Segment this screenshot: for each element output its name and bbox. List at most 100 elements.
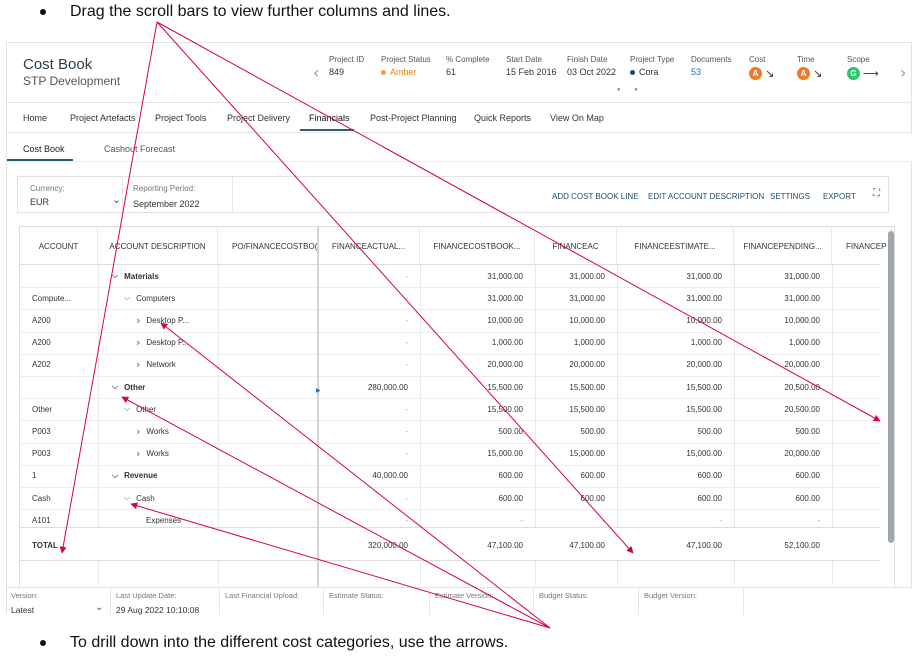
pager-dots[interactable]: ● ●	[617, 87, 644, 93]
table-row: ⌵ Other 280,000.00 15,500.00 15,500.00 15,500…	[20, 376, 880, 398]
currency-select[interactable]: EUR	[30, 197, 50, 207]
column-header[interactable]: FINANCEESTIMATE...	[617, 227, 734, 265]
value-cell-actual: -	[405, 293, 408, 303]
tab-project-tools[interactable]: Project Tools	[155, 113, 207, 123]
chevron-down-icon[interactable]: ⌵	[112, 470, 119, 480]
total-row: TOTAL 320,000.00 47,100.00 47,100.00 47,100.…	[20, 527, 880, 561]
currency-label: Currency:	[30, 184, 65, 193]
chevron-right-icon[interactable]: ›	[136, 313, 141, 327]
chevron-down-icon[interactable]: ⌵	[124, 404, 131, 414]
instruction-note-scroll: Drag the scroll bars to view further col…	[40, 3, 451, 21]
footer-label: Estimate Status:	[329, 591, 384, 600]
chevron-down-icon[interactable]: ⌵	[124, 493, 131, 502]
account-cell: P003	[32, 449, 51, 459]
total-estimate: 47,100.00	[686, 540, 722, 550]
chevron-down-icon[interactable]: ⌵	[124, 293, 131, 303]
table-row: Other ⌵ Other - 15,500.00 15,500.00 15,500.00 2…	[20, 398, 880, 420]
meta-label: Project ID	[329, 55, 365, 64]
add-cost-book-line-button[interactable]: ADD COST BOOK LINE	[552, 192, 639, 201]
value-cell-estimate: 600.00	[697, 471, 722, 481]
settings-button[interactable]: SETTINGS	[770, 192, 811, 201]
column-header[interactable]: FINANCECOSTBOOK...	[420, 227, 535, 265]
value-cell-estimate: 31,000.00	[686, 271, 722, 281]
down-right-arrow-icon: ↘	[765, 67, 775, 80]
footer-version[interactable]: Version: Latest	[11, 591, 38, 615]
tab-home[interactable]: Home	[23, 113, 48, 123]
value-cell-pending: 31,000.00	[784, 271, 820, 281]
cost-book-panel: Currency: EUR ⌄ Reporting Period: Septem…	[17, 176, 897, 614]
meta-value: A ↘	[749, 67, 774, 80]
meta-value: 03 Oct 2022	[567, 67, 616, 77]
meta-text: 03 Oct 2022	[567, 67, 617, 77]
chevron-down-icon[interactable]: ⌵	[112, 271, 119, 280]
edit-account-description-button[interactable]: EDIT ACCOUNT DESCRIPTION	[648, 192, 765, 201]
tab-project-delivery[interactable]: Project Delivery	[227, 113, 291, 123]
account-cell	[32, 376, 96, 398]
value-cell-estimate: 15,500.00	[686, 404, 722, 414]
tab-project-artefacts[interactable]: Project Artefacts	[70, 113, 136, 123]
chevron-right-icon[interactable]: ›	[900, 63, 907, 82]
instruction-note-arrows: To drill down into the different cost ca…	[40, 634, 508, 652]
account-cell: A200	[32, 315, 51, 325]
value-cell-actual: -	[405, 449, 408, 459]
value-cell-costbook: 15,500.00	[487, 382, 523, 392]
value-cell-estimate: 20,000.00	[686, 360, 722, 370]
cost-book-app: Cost Book STP Development ‹ Project ID 84…	[6, 42, 912, 615]
meta-text: 53	[691, 67, 702, 77]
divider	[323, 588, 324, 615]
column-header[interactable]: FINANCEP	[832, 227, 892, 265]
value-cell-costbook: 500.00	[498, 426, 523, 436]
tab-view-on-map[interactable]: View On Map	[550, 113, 604, 123]
tab-quick-reports[interactable]: Quick Reports	[474, 113, 532, 123]
active-tab-indicator	[300, 129, 354, 131]
chevron-down-icon[interactable]: ⌵	[112, 382, 119, 391]
vertical-scrollbar[interactable]	[888, 231, 894, 543]
status-dot-icon	[630, 69, 635, 75]
tab-post-project-planning[interactable]: Post-Project Planning	[370, 113, 457, 123]
tab-financials[interactable]: Financials	[309, 113, 350, 123]
chevron-right-icon[interactable]: ›	[136, 447, 141, 461]
value-cell-actual: -	[405, 271, 408, 281]
table-row: Compute... ⌵ Computers - 31,000.00 31,000.00 3…	[20, 287, 880, 309]
description-text: Expenses	[146, 515, 182, 525]
footer-value[interactable]: Latest	[11, 605, 35, 615]
expand-icon[interactable]: ⛶	[873, 188, 880, 199]
account-cell: Cash	[32, 493, 51, 503]
export-button[interactable]: EXPORT	[823, 192, 856, 201]
meta-value: G ⟶	[847, 67, 879, 80]
meta-value: 849	[329, 67, 364, 77]
reporting-period-label: Reporting Period:	[133, 184, 196, 193]
table-row: ⌵ Materials - 31,000.00 31,000.00 31,000.00 31…	[20, 265, 880, 287]
meta-label: Time	[797, 55, 815, 64]
chevron-down-icon[interactable]: ⌄	[112, 193, 122, 206]
footer-last-update-date: Last Update Date: 29 Aug 2022 10:10:08	[116, 591, 199, 615]
column-header[interactable]: PO/FINANCECOSTBO(	[218, 227, 318, 265]
value-cell-pending: 600.00	[795, 471, 820, 481]
value-cell-pending: 10,000.00	[784, 315, 820, 325]
value-cell-estimate: 600.00	[697, 493, 722, 503]
value-cell-estimate: -	[719, 515, 722, 525]
value-cell-costbook: 31,000.00	[487, 271, 523, 281]
pinned-columns-divider[interactable]	[317, 227, 319, 613]
chevron-right-icon[interactable]: ›	[136, 336, 141, 350]
description-text: Revenue	[124, 471, 158, 481]
subtab-cost-book[interactable]: Cost Book	[23, 144, 65, 154]
subtab-cashout-forecast[interactable]: Cashout Forecast	[104, 144, 176, 154]
meta-value[interactable]: 53	[691, 67, 731, 77]
reporting-period-value[interactable]: September 2022	[133, 199, 200, 209]
chevron-right-icon[interactable]: ›	[136, 424, 141, 438]
account-description-cell: › Network	[136, 354, 216, 376]
column-header[interactable]: ACCOUNT	[20, 227, 98, 265]
column-header[interactable]: FINANCEACTUAL...	[318, 227, 420, 265]
column-resize-handle-icon[interactable]: ▶	[316, 387, 321, 394]
chevron-down-icon[interactable]: ⌄	[95, 602, 104, 613]
chevron-left-icon[interactable]: ‹	[313, 63, 320, 82]
down-right-arrow-icon: ↘	[813, 67, 823, 80]
divider	[429, 588, 430, 615]
column-header[interactable]: FINANCEPENDING...	[734, 227, 832, 265]
description-text: Works	[146, 426, 169, 436]
column-header[interactable]: ACCOUNT DESCRIPTION	[98, 227, 218, 265]
column-header[interactable]: FINANCEAC	[535, 227, 617, 265]
chevron-right-icon[interactable]: ›	[136, 358, 141, 372]
value-cell-costbook: 20,000.00	[487, 360, 523, 370]
